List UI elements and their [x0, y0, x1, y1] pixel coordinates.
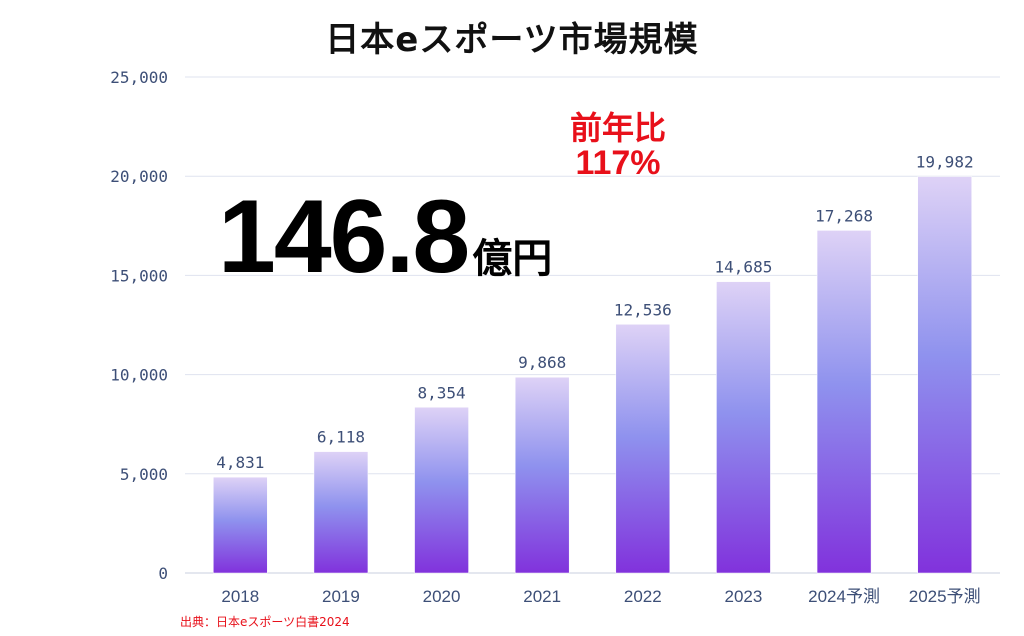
yoy-value: 117% — [575, 143, 661, 182]
x-tick-label: 2020 — [423, 587, 461, 606]
x-tick-label: 2019 — [322, 587, 360, 606]
yoy-label: 前年比 — [569, 110, 666, 146]
bar — [917, 176, 972, 574]
bar — [716, 281, 771, 574]
data-label: 8,354 — [417, 383, 465, 402]
bar — [414, 407, 469, 574]
yoy-callout: 前年比 117% — [548, 110, 688, 182]
bar — [313, 451, 369, 574]
y-tick-label: 5,000 — [120, 465, 168, 484]
y-tick-label: 15,000 — [110, 266, 168, 285]
data-label: 17,268 — [815, 206, 873, 225]
data-label: 12,536 — [614, 300, 672, 319]
data-label: 6,118 — [317, 428, 365, 447]
data-labels: 4,831 6,118 8,354 9,868 12,536 14,685 17,268 19… — [216, 153, 973, 473]
bar — [816, 230, 872, 574]
bars — [213, 176, 972, 574]
y-axis: 0 5,000 10,000 15,000 20,000 25,000 — [110, 68, 168, 583]
y-tick-label: 10,000 — [110, 366, 168, 385]
chart-title: 日本eスポーツ市場規模 — [325, 20, 699, 60]
highlight-unit: 億円 — [472, 237, 553, 281]
data-label: 19,982 — [916, 153, 974, 172]
data-label: 4,831 — [216, 453, 264, 472]
data-label: 14,685 — [715, 258, 773, 277]
highlight-value: 146.8 億円 — [218, 178, 552, 297]
y-tick-label: 20,000 — [110, 167, 168, 186]
bar — [213, 476, 268, 574]
x-tick-label: 2018 — [221, 587, 259, 606]
x-tick-label: 2023 — [725, 587, 763, 606]
highlight-number: 146.8 — [218, 179, 470, 295]
x-tick-label: 2025予測 — [909, 587, 981, 606]
data-label: 9,868 — [518, 353, 566, 372]
y-tick-label: 25,000 — [110, 68, 168, 87]
bar — [514, 376, 570, 574]
source-note: 出典：日本eスポーツ白書2024 — [180, 615, 350, 629]
y-tick-label: 0 — [158, 564, 168, 583]
x-tick-label: 2022 — [624, 587, 662, 606]
x-tick-label: 2024予測 — [808, 587, 880, 606]
bar — [615, 324, 671, 574]
x-tick-label: 2021 — [523, 587, 561, 606]
x-axis: 2018 2019 2020 2021 2022 2023 2024予測 2025予測 — [221, 587, 980, 606]
